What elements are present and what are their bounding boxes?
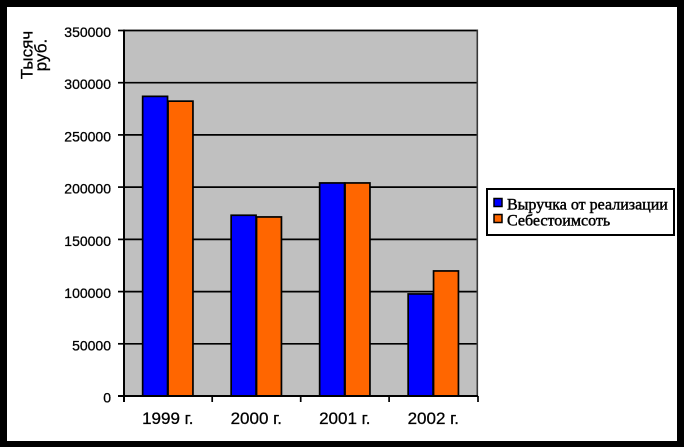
svg-text:руб.: руб. [32, 39, 51, 71]
svg-text:2001 г.: 2001 г. [319, 409, 370, 428]
svg-text:1999 г.: 1999 г. [142, 409, 193, 428]
svg-text:100000: 100000 [64, 285, 111, 301]
svg-text:250000: 250000 [64, 128, 111, 144]
svg-text:300000: 300000 [64, 76, 111, 92]
svg-text:Тысяч: Тысяч [18, 31, 37, 79]
svg-text:2002 г.: 2002 г. [408, 409, 459, 428]
svg-text:200000: 200000 [64, 181, 111, 197]
svg-text:Себестоимсоть: Себестоимсоть [507, 212, 610, 229]
svg-text:150000: 150000 [64, 233, 111, 249]
svg-text:50000: 50000 [72, 337, 111, 353]
svg-text:0: 0 [103, 390, 111, 406]
svg-text:Выручка от реализации: Выручка от реализации [507, 197, 668, 214]
svg-text:2000 г.: 2000 г. [231, 409, 282, 428]
svg-text:350000: 350000 [64, 24, 111, 40]
